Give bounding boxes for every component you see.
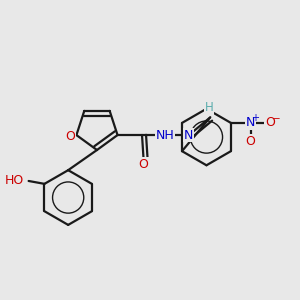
Text: +: + — [251, 113, 260, 123]
Text: N: N — [246, 116, 255, 129]
Text: −: − — [272, 114, 281, 124]
Text: H: H — [205, 101, 213, 115]
Text: NH: NH — [156, 129, 174, 142]
Text: O: O — [66, 130, 76, 143]
Text: O: O — [246, 135, 255, 148]
Text: O: O — [139, 158, 148, 171]
Text: N: N — [184, 129, 194, 142]
Text: O: O — [265, 116, 275, 129]
Text: HO: HO — [5, 175, 24, 188]
